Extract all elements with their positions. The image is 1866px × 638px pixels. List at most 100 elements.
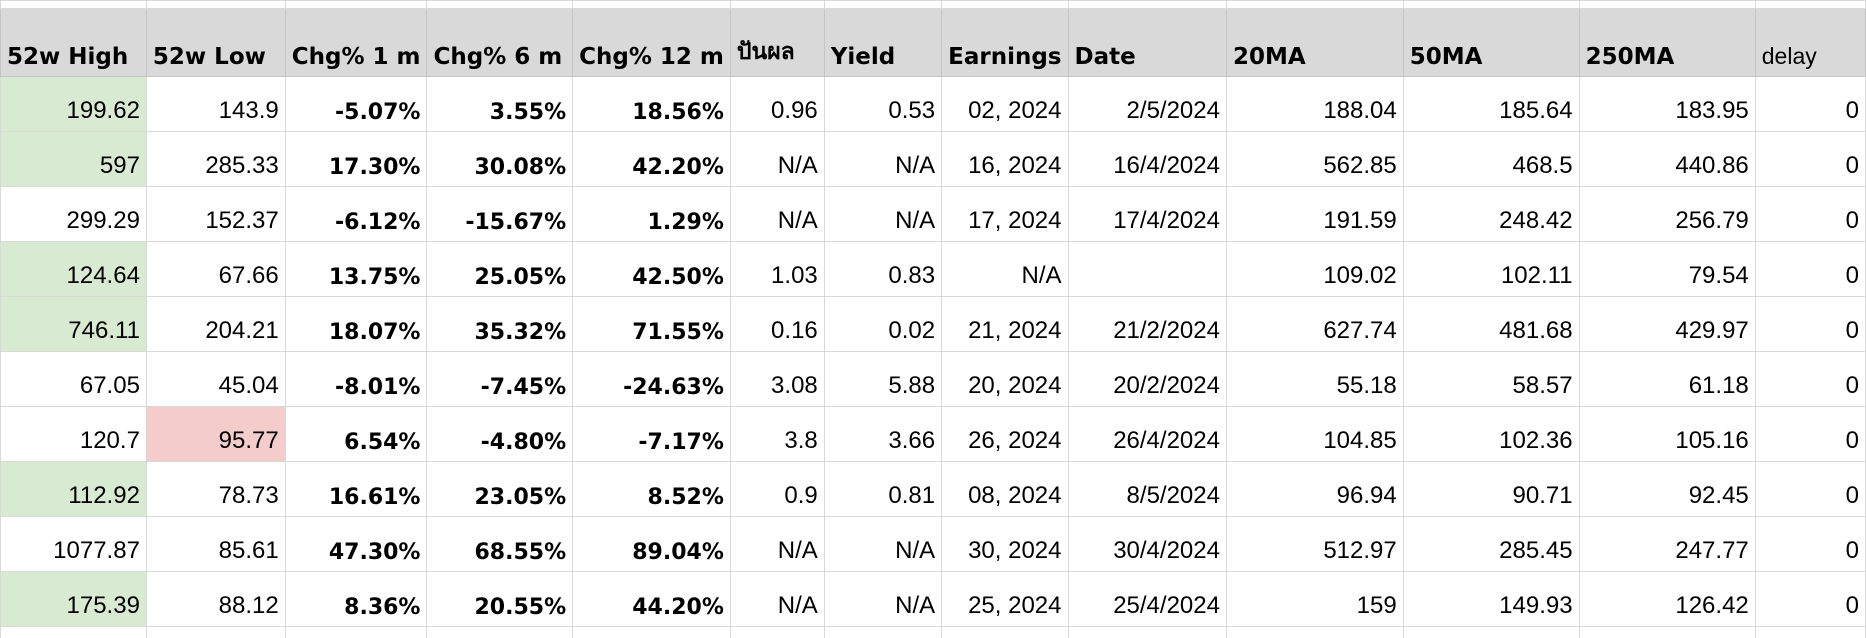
cell-dividend[interactable]: 3.08 <box>729 351 825 407</box>
cell-50ma[interactable]: 481.68 <box>1402 296 1580 352</box>
cell-chg-6m[interactable]: 20.55% <box>426 571 574 627</box>
cell-date[interactable]: 16/4/2024 <box>1067 131 1227 187</box>
cell-earnings[interactable]: 17, 2024 <box>941 186 1069 242</box>
header-cell-250ma[interactable]: 250MA <box>1578 8 1756 77</box>
cell-chg-12m[interactable]: 89.04% <box>572 516 731 572</box>
cell-52w-high[interactable]: 746.11 <box>0 296 147 352</box>
cell-delay[interactable]: 0 <box>1754 461 1866 517</box>
header-cell-52w-low[interactable]: 52w Low <box>145 8 286 77</box>
cell-chg-1m[interactable]: -6.12% <box>284 186 428 242</box>
cell-52w-low[interactable]: 85.61 <box>145 516 286 572</box>
cell-250ma[interactable]: 183.95 <box>1578 76 1756 132</box>
cell[interactable] <box>284 626 428 638</box>
cell-52w-low[interactable]: 143.9 <box>145 76 286 132</box>
cell-dividend[interactable]: 0.96 <box>729 76 825 132</box>
cell-yield[interactable]: 0.02 <box>823 296 943 352</box>
header-cell-chg-6m[interactable]: Chg% 6 m <box>426 8 574 77</box>
cell-chg-1m[interactable]: 47.30% <box>284 516 428 572</box>
cell-chg-6m[interactable]: 25.05% <box>426 241 574 297</box>
cell-250ma[interactable]: 429.97 <box>1578 296 1756 352</box>
cell[interactable] <box>823 626 943 638</box>
cell-chg-6m[interactable]: 30.08% <box>426 131 574 187</box>
cell-earnings[interactable]: 21, 2024 <box>941 296 1069 352</box>
cell-20ma[interactable]: 104.85 <box>1225 406 1404 462</box>
cell-date[interactable]: 2/5/2024 <box>1067 76 1227 132</box>
cell[interactable] <box>1067 0 1227 9</box>
cell-delay[interactable]: 0 <box>1754 131 1866 187</box>
cell[interactable] <box>1402 0 1580 9</box>
cell[interactable] <box>941 0 1069 9</box>
cell[interactable] <box>1225 626 1404 638</box>
cell-yield[interactable]: N/A <box>823 186 943 242</box>
cell-52w-high[interactable]: 124.64 <box>0 241 147 297</box>
cell-52w-low[interactable]: 152.37 <box>145 186 286 242</box>
cell-earnings[interactable]: 30, 2024 <box>941 516 1069 572</box>
cell[interactable] <box>823 0 943 9</box>
cell-20ma[interactable]: 55.18 <box>1225 351 1404 407</box>
cell-chg-1m[interactable]: 13.75% <box>284 241 428 297</box>
cell-52w-low[interactable]: 45.04 <box>145 351 286 407</box>
cell-52w-high[interactable]: 1077.87 <box>0 516 147 572</box>
cell-50ma[interactable]: 149.93 <box>1402 571 1580 627</box>
cell-yield[interactable]: 0.53 <box>823 76 943 132</box>
cell-52w-high[interactable]: 112.92 <box>0 461 147 517</box>
cell[interactable] <box>145 626 286 638</box>
cell-50ma[interactable]: 90.71 <box>1402 461 1580 517</box>
cell-dividend[interactable]: 0.16 <box>729 296 825 352</box>
cell[interactable] <box>1578 0 1756 9</box>
cell-chg-1m[interactable]: 8.36% <box>284 571 428 627</box>
cell-chg-6m[interactable]: 68.55% <box>426 516 574 572</box>
cell[interactable] <box>0 626 147 638</box>
cell-chg-6m[interactable]: 35.32% <box>426 296 574 352</box>
cell-chg-12m[interactable]: -24.63% <box>572 351 731 407</box>
cell[interactable] <box>1578 626 1756 638</box>
cell-dividend[interactable]: 1.03 <box>729 241 825 297</box>
cell-50ma[interactable]: 102.36 <box>1402 406 1580 462</box>
cell-delay[interactable]: 0 <box>1754 571 1866 627</box>
cell-chg-1m[interactable]: 17.30% <box>284 131 428 187</box>
cell-20ma[interactable]: 159 <box>1225 571 1404 627</box>
cell[interactable] <box>941 626 1069 638</box>
cell-20ma[interactable]: 627.74 <box>1225 296 1404 352</box>
cell-delay[interactable]: 0 <box>1754 351 1866 407</box>
cell[interactable] <box>729 626 825 638</box>
cell-50ma[interactable]: 185.64 <box>1402 76 1580 132</box>
cell-50ma[interactable]: 468.5 <box>1402 131 1580 187</box>
header-cell-earnings[interactable]: Earnings <box>941 8 1069 77</box>
cell-dividend[interactable]: N/A <box>729 131 825 187</box>
cell[interactable] <box>1754 0 1866 9</box>
cell-date[interactable]: 20/2/2024 <box>1067 351 1227 407</box>
cell-chg-12m[interactable]: 18.56% <box>572 76 731 132</box>
cell-20ma[interactable]: 562.85 <box>1225 131 1404 187</box>
header-cell-50ma[interactable]: 50MA <box>1402 8 1580 77</box>
cell-yield[interactable]: 0.83 <box>823 241 943 297</box>
cell-earnings[interactable]: 20, 2024 <box>941 351 1069 407</box>
cell-50ma[interactable]: 102.11 <box>1402 241 1580 297</box>
cell[interactable] <box>572 626 731 638</box>
cell[interactable] <box>1225 0 1404 9</box>
cell-52w-high[interactable]: 175.39 <box>0 571 147 627</box>
cell-chg-6m[interactable]: 3.55% <box>426 76 574 132</box>
cell-earnings[interactable]: 26, 2024 <box>941 406 1069 462</box>
cell[interactable] <box>1402 626 1580 638</box>
cell-250ma[interactable]: 79.54 <box>1578 241 1756 297</box>
cell-chg-12m[interactable]: -7.17% <box>572 406 731 462</box>
cell-yield[interactable]: 5.88 <box>823 351 943 407</box>
cell-250ma[interactable]: 61.18 <box>1578 351 1756 407</box>
cell-earnings[interactable]: 25, 2024 <box>941 571 1069 627</box>
cell-chg-12m[interactable]: 44.20% <box>572 571 731 627</box>
cell-chg-1m[interactable]: 16.61% <box>284 461 428 517</box>
cell-250ma[interactable]: 440.86 <box>1578 131 1756 187</box>
cell-delay[interactable]: 0 <box>1754 406 1866 462</box>
cell-250ma[interactable]: 92.45 <box>1578 461 1756 517</box>
cell-50ma[interactable]: 285.45 <box>1402 516 1580 572</box>
cell-20ma[interactable]: 191.59 <box>1225 186 1404 242</box>
cell-yield[interactable]: N/A <box>823 571 943 627</box>
cell-delay[interactable]: 0 <box>1754 241 1866 297</box>
cell-52w-low[interactable]: 285.33 <box>145 131 286 187</box>
cell-dividend[interactable]: N/A <box>729 516 825 572</box>
header-cell-dividend[interactable]: ปันผล <box>729 8 825 77</box>
cell-chg-12m[interactable]: 71.55% <box>572 296 731 352</box>
cell-dividend[interactable]: 0.9 <box>729 461 825 517</box>
cell-52w-low[interactable]: 88.12 <box>145 571 286 627</box>
